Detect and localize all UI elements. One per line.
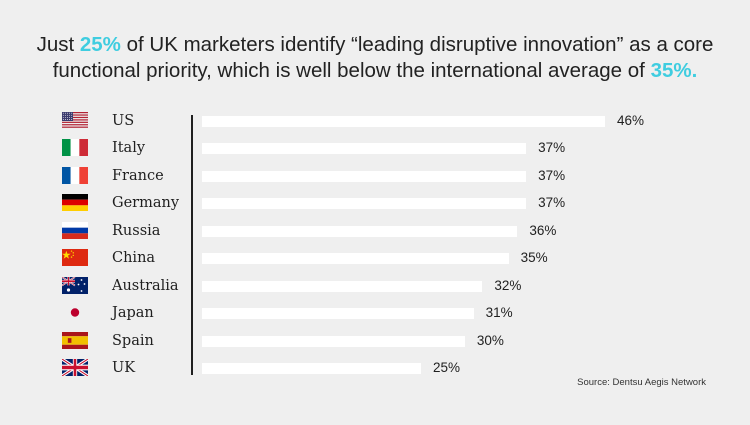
china-flag-icon	[62, 249, 88, 266]
bar-row: France 37%	[0, 166, 750, 186]
data-label: 35%	[520, 250, 548, 265]
category-label: Spain	[112, 332, 154, 349]
bar-row: China 35%	[0, 248, 750, 268]
category-label: Russia	[112, 222, 161, 239]
category-label: US	[112, 112, 135, 129]
bar-row: US 46%	[0, 111, 750, 131]
bar-row: UK 25%	[0, 358, 750, 378]
headline-text-2: of UK marketers identify “leading disrup…	[52, 33, 714, 82]
bar	[202, 225, 518, 237]
japan-flag-icon	[62, 304, 88, 321]
bar-row: Germany 37%	[0, 193, 750, 213]
chart-headline: Just 25% of UK marketers identify “leadi…	[20, 32, 730, 84]
bar	[202, 363, 422, 374]
headline-text-1: Just	[36, 33, 80, 56]
data-label: 31%	[485, 305, 513, 320]
bar	[202, 280, 483, 292]
bar	[202, 198, 527, 209]
bar	[202, 253, 509, 264]
data-label: 36%	[529, 222, 557, 238]
us-flag-icon	[62, 111, 88, 129]
uk-flag-icon	[62, 359, 88, 376]
italy-flag-icon	[62, 139, 88, 156]
category-label: France	[112, 167, 164, 184]
bar-row: Australia 32%	[0, 276, 750, 296]
headline-highlight-uk: 25%	[79, 33, 121, 56]
france-flag-icon	[62, 166, 88, 184]
bar-row: Italy 37%	[0, 138, 750, 158]
bar	[202, 335, 465, 347]
data-label: 32%	[494, 277, 522, 293]
source-note: Source: Dentsu Aegis Network	[577, 377, 706, 388]
category-label: UK	[112, 360, 136, 376]
bar-row: Japan 31%	[0, 303, 750, 323]
headline-text-3: .	[691, 59, 698, 82]
category-label: Germany	[112, 195, 180, 211]
data-label: 37%	[538, 167, 566, 183]
bar	[202, 308, 474, 319]
australia-flag-icon	[62, 276, 88, 294]
data-label: 37%	[538, 195, 566, 210]
category-label: China	[112, 250, 156, 266]
category-label: Italy	[112, 140, 146, 156]
data-label: 25%	[433, 360, 461, 375]
spain-flag-icon	[62, 331, 88, 349]
headline-highlight-average: 35%	[650, 59, 692, 82]
data-label: 46%	[617, 112, 645, 128]
bar	[202, 170, 527, 182]
data-label: 30%	[476, 332, 504, 348]
category-label: Japan	[112, 305, 154, 321]
category-label: Australia	[112, 277, 179, 294]
bar	[202, 115, 605, 127]
bar-row: Russia 36%	[0, 221, 750, 241]
bar	[202, 143, 527, 154]
data-label: 37%	[538, 140, 566, 155]
germany-flag-icon	[62, 194, 88, 211]
russia-flag-icon	[62, 221, 88, 239]
bar-row: Spain 30%	[0, 331, 750, 351]
category-axis-line	[191, 115, 193, 375]
